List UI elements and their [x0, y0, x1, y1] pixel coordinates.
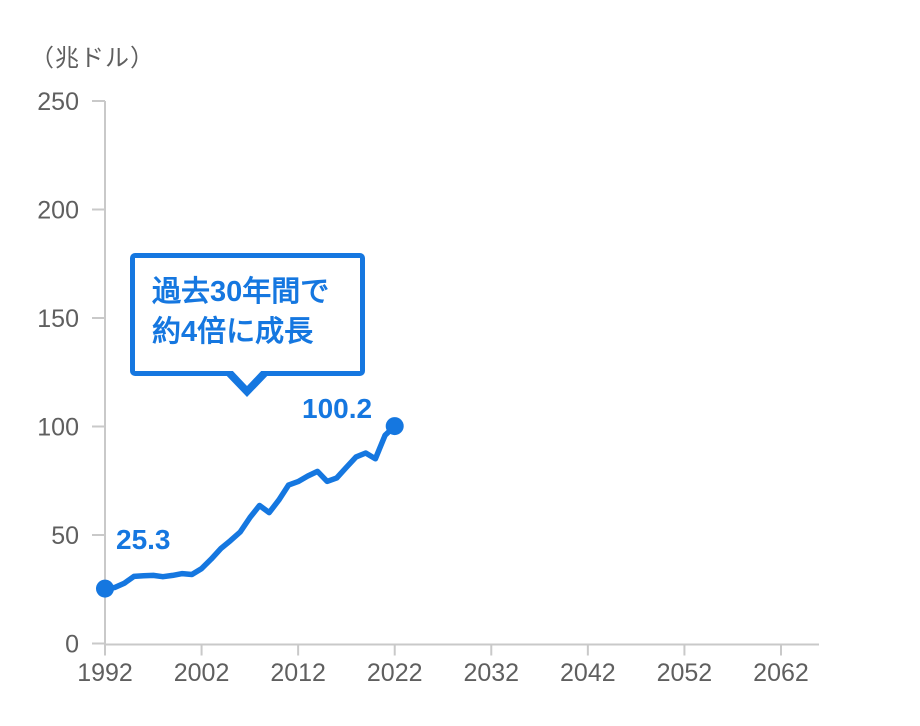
x-tick-label-2042: 2042: [560, 659, 616, 687]
y-tick-label-0: 0: [65, 631, 79, 659]
x-tick-label-2022: 2022: [367, 659, 423, 687]
y-tick-label-50: 50: [51, 522, 79, 550]
data-point-2022: [385, 417, 404, 436]
x-tick-label-2052: 2052: [657, 659, 713, 687]
x-tick-label-1992: 1992: [77, 659, 133, 687]
data-point-1992: [96, 579, 114, 598]
callout-line2: 約4倍に成長: [152, 316, 314, 348]
start-value-label: 25.3: [116, 524, 171, 555]
x-tick-label-2012: 2012: [270, 659, 326, 687]
y-tick-label-100: 100: [37, 414, 79, 442]
y-tick-label-200: 200: [37, 197, 79, 225]
x-tick-label-2002: 2002: [174, 659, 230, 687]
x-tick-label-2062: 2062: [753, 659, 809, 687]
callout-annotation: 過去30年間で 約4倍に成長: [130, 253, 365, 376]
callout-tail-icon-inner: [230, 368, 264, 386]
axes: 0 50 100 150 200 250 1992 2002 2012 2022 2032 2042 2…: [37, 88, 819, 687]
y-tick-label-250: 250: [37, 88, 79, 116]
y-axis-unit-label: （兆ドル）: [30, 45, 155, 72]
gdp-line-series: [96, 417, 404, 598]
x-tick-label-2032: 2032: [463, 659, 519, 687]
end-value-label: 100.2: [302, 393, 373, 424]
callout-line1: 過去30年間で: [152, 276, 330, 308]
y-tick-label-150: 150: [37, 305, 79, 333]
